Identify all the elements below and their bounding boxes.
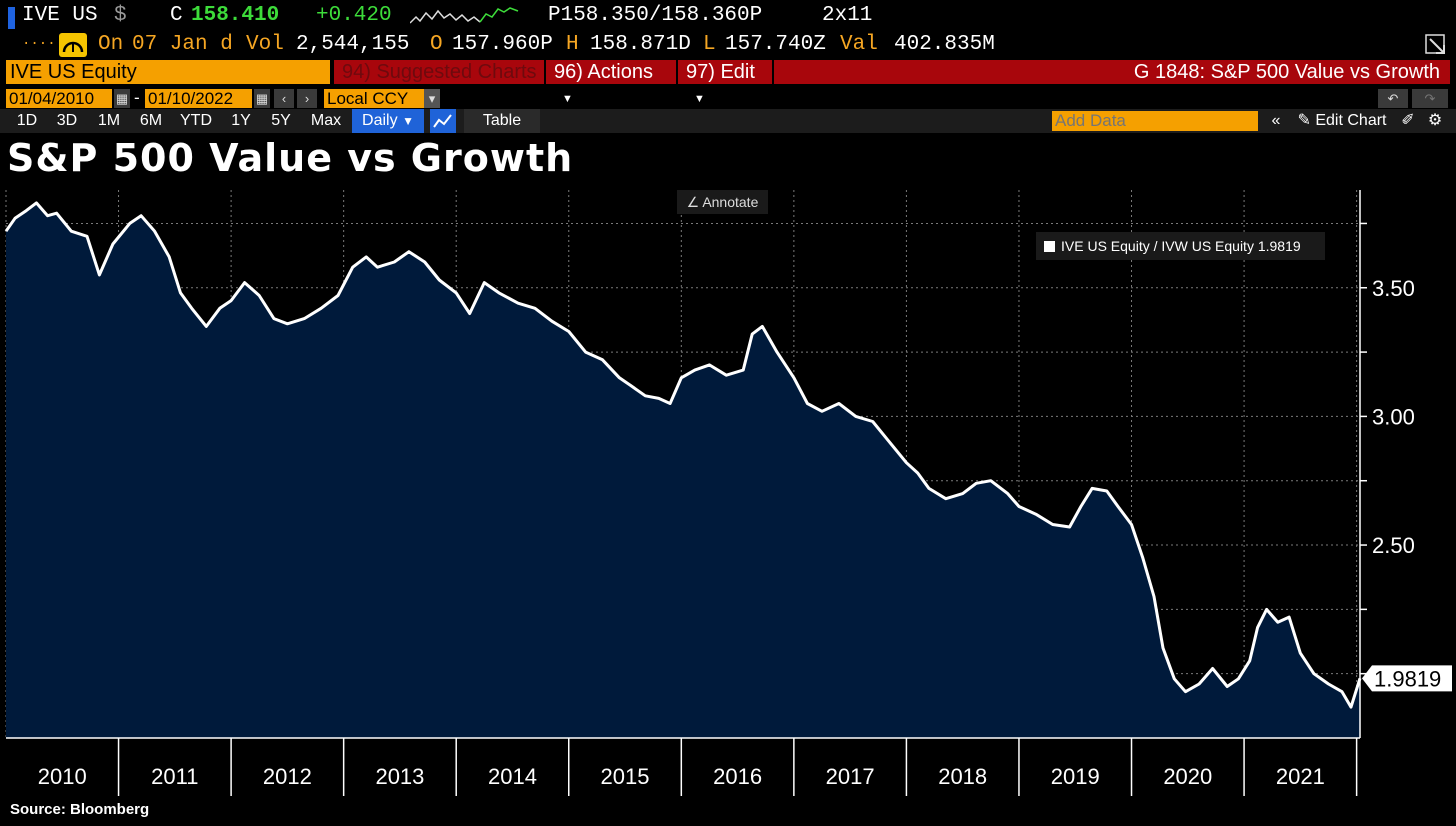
price-change: +0.420	[316, 4, 392, 27]
x-tick-label: 2017	[826, 764, 875, 789]
vol-value: 2,544,155	[296, 33, 410, 56]
actions-label: 96) Actions	[554, 61, 653, 83]
close-label: C	[170, 4, 183, 27]
chevron-down-icon[interactable]: ▾	[424, 89, 440, 108]
close-value: 158.410	[191, 4, 280, 27]
end-date-field[interactable]: 01/10/2022	[145, 89, 252, 108]
date-dash: -	[134, 88, 140, 107]
page-title: S&P 500 Value vs Growth	[7, 136, 574, 180]
x-tick-label: 2019	[1051, 764, 1100, 789]
period-ytd[interactable]: YTD	[180, 112, 212, 129]
chart-area[interactable]: 3.503.002.50 2010 2011 2012 2013 2014 2015 201…	[0, 185, 1456, 797]
ticker-color-marker	[8, 7, 15, 29]
legend-swatch	[1044, 241, 1055, 252]
x-tick-label: 2014	[488, 764, 537, 789]
actions-menu[interactable]: 96) Actions ▼	[546, 60, 676, 105]
line-chart-icon[interactable]	[430, 109, 456, 133]
period-max[interactable]: Max	[310, 112, 342, 129]
currency-select[interactable]: Local CCY	[324, 89, 424, 108]
high-label: H	[566, 33, 579, 56]
val-value: 402.835M	[894, 33, 995, 56]
low-value: 157.740Z	[725, 33, 826, 56]
bid-ask: P158.350/158.360P	[548, 4, 763, 27]
date-range-bar: 01/04/2010 ▦ - 01/10/2022 ▦ ‹ › Local CC…	[0, 88, 1456, 108]
calendar-icon[interactable]: ▦	[254, 89, 270, 108]
last-value-marker: 1.9819	[1362, 665, 1452, 692]
x-tick-label: 2016	[713, 764, 762, 789]
toolbar-red-bar: 94) Suggested Charts 96) Actions ▼ 97) E…	[334, 60, 1450, 105]
collapse-icon[interactable]: «	[1271, 112, 1281, 129]
edit-chart-label: Edit Chart	[1315, 112, 1387, 129]
function-toolbar: IVE US Equity 94) Suggested Charts 96) A…	[0, 59, 1456, 105]
x-tick-label: 2018	[938, 764, 987, 789]
edit-chart-button[interactable]: ✎ Edit Chart	[1292, 109, 1392, 133]
pencil-icon: ✎	[1297, 112, 1311, 129]
calendar-icon[interactable]: ▦	[114, 89, 130, 108]
series-area	[6, 202, 1360, 738]
ticker[interactable]: IVE US	[22, 4, 98, 27]
vol-label: Vol	[246, 33, 284, 56]
currency-symbol: $	[114, 4, 127, 27]
period-1y[interactable]: 1Y	[231, 112, 251, 129]
table-button[interactable]: Table	[464, 109, 540, 133]
start-date-field[interactable]: 01/04/2010	[6, 89, 112, 108]
pencil-icon: ∠	[686, 194, 700, 210]
x-tick-label: 2013	[375, 764, 424, 789]
open-value: 157.960P	[452, 33, 553, 56]
y-axis-ticks: 3.50 3.00 2.50	[1360, 222, 1415, 675]
legend-label: IVE US Equity / IVW US Equity 1.9819	[1061, 238, 1301, 254]
y-tick-label: 3.50	[1372, 276, 1415, 301]
on-date: 07 Jan d	[132, 33, 233, 56]
series-line	[4, 201, 1362, 709]
annotate-button[interactable]: ∠ Annotate	[677, 190, 768, 214]
annotate-label: Annotate	[702, 194, 759, 210]
last-value-label: 1.9819	[1374, 666, 1441, 691]
x-tick-label: 2015	[601, 764, 650, 789]
redo-icon[interactable]: ↷	[1412, 89, 1448, 108]
chart-legend: IVE US Equity / IVW US Equity 1.9819	[1036, 232, 1325, 260]
period-toolbar: 1D 3D 1M 6M YTD 1Y 5Y Max Daily ▼ Table …	[0, 109, 1456, 133]
prev-period-icon[interactable]: ‹	[274, 89, 294, 108]
x-tick-label: 2010	[38, 764, 87, 789]
period-1m[interactable]: 1M	[97, 112, 121, 129]
frequency-label: Daily	[362, 112, 398, 129]
undo-icon[interactable]: ↶	[1378, 89, 1408, 108]
val-label: Val	[840, 33, 878, 56]
next-period-icon[interactable]: ›	[297, 89, 317, 108]
period-3d[interactable]: 3D	[56, 112, 78, 129]
y-tick-label: 3.00	[1372, 404, 1415, 429]
frequency-select[interactable]: Daily ▼	[352, 109, 424, 133]
edit-label: 97) Edit	[686, 61, 755, 83]
expand-window-icon[interactable]	[1424, 33, 1448, 67]
chevron-down-icon: ▼	[402, 114, 414, 128]
suggested-charts-menu[interactable]: 94) Suggested Charts	[334, 60, 546, 84]
chevron-down-icon: ▼	[562, 93, 573, 105]
edit-settings-icon[interactable]: ✐	[1401, 112, 1415, 129]
edit-menu[interactable]: 97) Edit ▼	[676, 60, 774, 105]
x-tick-label: 2012	[263, 764, 312, 789]
open-label: O	[430, 33, 443, 56]
x-tick-label: 2011	[151, 764, 198, 789]
period-5y[interactable]: 5Y	[271, 112, 291, 129]
y-tick-label: 2.50	[1372, 533, 1415, 558]
x-axis-ticks: 2010 2011 2012 2013 2014 2015 2016 2017 2018 2019…	[38, 738, 1358, 796]
last-value-flag	[1362, 665, 1452, 692]
security-field[interactable]: IVE US Equity	[6, 60, 330, 84]
quote-size: 2x11	[822, 4, 873, 27]
x-tick-label: 2021	[1276, 764, 1325, 789]
high-value: 158.871D	[590, 33, 691, 56]
source-note: Source: Bloomberg	[10, 801, 150, 818]
add-data-input[interactable]	[1052, 111, 1258, 131]
sparkline-icon	[410, 7, 519, 24]
chart-id-label: G 1848: S&P 500 Value vs Growth	[1133, 61, 1440, 83]
x-tick-label: 2020	[1163, 764, 1212, 789]
on-label: On	[98, 33, 124, 56]
low-label: L	[703, 33, 716, 56]
dots: ....	[22, 33, 56, 49]
period-6m[interactable]: 6M	[139, 112, 163, 129]
chevron-down-icon: ▼	[694, 93, 705, 105]
gear-icon[interactable]: ⚙	[1427, 112, 1443, 129]
period-1d[interactable]: 1D	[16, 112, 38, 129]
speed-gauge-icon[interactable]	[59, 33, 87, 57]
